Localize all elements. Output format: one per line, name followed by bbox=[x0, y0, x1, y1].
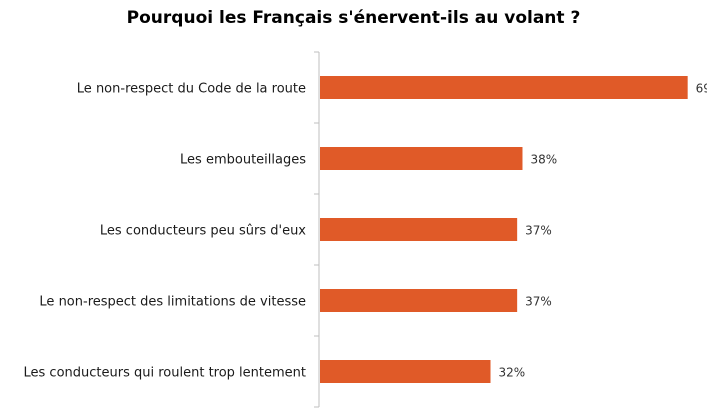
value-label-4: 32% bbox=[499, 366, 526, 380]
category-label-4: Les conducteurs qui roulent trop lenteme… bbox=[24, 366, 306, 381]
chart-title: Pourquoi les Français s'énervent-ils au … bbox=[126, 8, 581, 28]
value-label-3: 37% bbox=[525, 295, 552, 309]
bar-0 bbox=[320, 76, 688, 99]
bar-4 bbox=[320, 360, 491, 383]
category-label-2: Les conducteurs peu sûrs d'eux bbox=[100, 224, 306, 239]
value-label-2: 37% bbox=[525, 224, 552, 238]
bar-2 bbox=[320, 218, 518, 241]
value-label-1: 38% bbox=[530, 153, 557, 167]
value-label-0: 69% bbox=[696, 82, 707, 96]
category-label-1: Les embouteillages bbox=[180, 153, 306, 168]
category-label-0: Le non-respect du Code de la route bbox=[77, 82, 306, 97]
bar-1 bbox=[320, 147, 523, 170]
bar-3 bbox=[320, 289, 518, 312]
category-label-3: Le non-respect des limitations de vitess… bbox=[39, 295, 306, 310]
